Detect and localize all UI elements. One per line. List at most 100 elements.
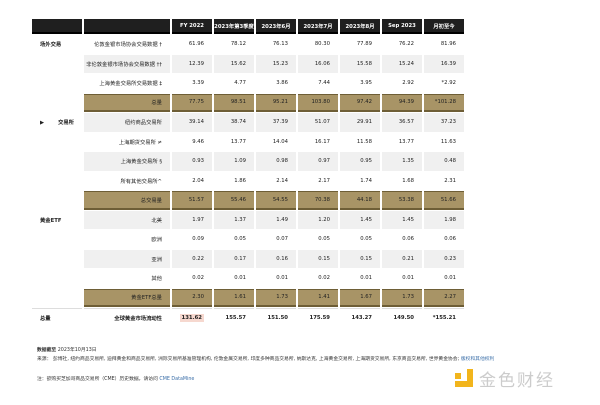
table-row: 所有其他交易所^ 2.04 1.86 2.14 2.17 1.74 1.68 2.31 xyxy=(32,171,464,190)
cell-value: 0.95 xyxy=(339,152,380,171)
cell-value: 12.39 xyxy=(171,54,212,73)
cell-value: 0.01 xyxy=(402,275,414,282)
cell-value: 103.80 xyxy=(297,93,338,112)
section-text: 交易所 xyxy=(58,120,74,127)
cell-value: *155.21 xyxy=(423,308,464,327)
cell-value: 78.12 xyxy=(230,41,246,48)
cell-value: 14.04 xyxy=(272,138,288,145)
expand-triangle-icon[interactable]: ▶ xyxy=(40,120,45,127)
row-label: 北美 xyxy=(83,210,170,229)
cell-value: 143.27 xyxy=(339,308,380,327)
cell-value: 1.73 xyxy=(381,288,422,307)
cell-value: 51.57 xyxy=(171,191,212,210)
sources: 来源： 彭博社, 纽约商品交易所, 迪拜黄金和商品交易所, 洲际交易所基准管理机… xyxy=(37,355,507,364)
row-label: 全球黄金市场流动性 xyxy=(83,308,170,327)
table-row: 其他 0.02 0.01 0.01 0.02 0.01 0.01 0.01 xyxy=(32,269,464,288)
cell-value: 95.21 xyxy=(255,93,296,112)
column-header: FY 2022 xyxy=(171,19,212,34)
table-row: 黄金ETF总量 2.30 1.61 1.73 1.41 1.67 1.73 2.27 xyxy=(32,288,464,307)
cell-value: 51.66 xyxy=(423,191,464,210)
cell-value: 0.01 xyxy=(360,275,372,282)
table-row: 亚洲 0.22 0.17 0.16 0.15 0.15 0.21 0.23 xyxy=(32,249,464,268)
row-label: 伦敦金银市场协会交易数据 † xyxy=(94,42,162,49)
cell-value: 0.93 xyxy=(171,152,212,171)
cell-value: 1.37 xyxy=(213,210,254,229)
column-header xyxy=(83,19,170,34)
row-label: 所有其他交易所^ xyxy=(120,178,162,185)
gold-liquidity-table: FY 2022 2023年第3季度 2023年6月 2023年7月 2023年8月 Sep… xyxy=(30,18,466,328)
table-row: 上海黄金交易所交易数据 ‡ 3.39 4.77 3.86 7.44 3.95 2.92 *2.… xyxy=(32,74,464,93)
cell-value: 1.49 xyxy=(255,210,296,229)
cell-value: 1.73 xyxy=(255,288,296,307)
cell-value: 7.44 xyxy=(318,80,330,87)
row-label: 上海黄金交易所 § xyxy=(83,152,170,171)
section-label: ▶ 交易所 xyxy=(32,113,82,132)
cell-value: 0.21 xyxy=(381,249,422,268)
cell-value: 77.89 xyxy=(356,41,372,48)
table-row: 场外交易 伦敦金银市场协会交易数据 † 61.96 78.12 76.13 80.30 77… xyxy=(32,35,464,54)
source-list: 彭博社, 纽约商品交易所, 迪拜黄金和商品交易所, 洲际交易所基准管理机构, 伦… xyxy=(52,357,460,362)
cell-value: 2.30 xyxy=(171,288,212,307)
section-label xyxy=(32,171,82,190)
cell-value: 37.39 xyxy=(255,113,296,132)
cell-value: 1.35 xyxy=(381,152,422,171)
cell-value: 0.01 xyxy=(276,275,288,282)
table-row: 上海黄金交易所 § 0.93 1.09 0.98 0.97 0.95 1.35 0.48 xyxy=(32,152,464,171)
column-header: Sep 2023 xyxy=(381,19,422,34)
cell-value: 2.31 xyxy=(444,177,456,184)
cell-value: 16.06 xyxy=(297,54,338,73)
date-label: 数据截至 xyxy=(37,348,57,353)
cell-value: 61.96 xyxy=(188,41,204,48)
table-row: 总量 77.75 98.51 95.21 103.80 97.42 94.39 *101.28 xyxy=(32,93,464,112)
cell-value: 80.30 xyxy=(314,41,330,48)
cell-value: *2.92 xyxy=(441,80,456,87)
row-label: 上海黄金交易所交易数据 ‡ xyxy=(99,81,162,88)
cell-value: 51.07 xyxy=(297,113,338,132)
row-label: 纽约商品交易所 xyxy=(83,113,170,132)
logo-mark-icon xyxy=(455,368,475,389)
row-label: 总量 xyxy=(83,93,170,112)
cell-value: 0.05 xyxy=(318,236,330,243)
cell-value: 37.23 xyxy=(423,113,464,132)
cell-value: 3.86 xyxy=(276,80,288,87)
cell-value: 3.39 xyxy=(192,80,204,87)
cell-value: 0.01 xyxy=(234,275,246,282)
cell-value: 70.38 xyxy=(297,191,338,210)
cell-value: 1.61 xyxy=(213,288,254,307)
cell-value: 151.50 xyxy=(255,308,296,327)
section-label xyxy=(32,269,82,288)
column-header: 2023年8月 xyxy=(339,19,380,34)
cell-value: 77.75 xyxy=(171,93,212,112)
row-label: 非伦敦金银市场协会交易数据 †† xyxy=(83,54,170,73)
section-label: 场外交易 xyxy=(32,35,82,54)
cell-value: 98.51 xyxy=(213,93,254,112)
column-header xyxy=(32,19,82,34)
cell-value: 0.17 xyxy=(213,249,254,268)
date-value: 2023年10月13日 xyxy=(57,348,97,353)
table-row: 非伦敦金银市场协会交易数据 †† 12.39 15.62 15.23 16.06 15.5… xyxy=(32,54,464,73)
column-header: 月初至今 xyxy=(423,19,464,34)
rights-link[interactable]: 版权和其他权利 xyxy=(460,357,495,362)
cell-value: 0.07 xyxy=(276,236,288,243)
cell-value: 0.15 xyxy=(297,249,338,268)
section-label xyxy=(32,230,82,249)
section-label xyxy=(32,54,82,73)
column-header: 2023年第3季度 xyxy=(213,19,254,34)
column-header: 2023年7月 xyxy=(297,19,338,34)
logo-text: 金色财经 xyxy=(479,371,555,391)
cell-value: 1.68 xyxy=(402,177,414,184)
section-label xyxy=(32,191,82,210)
note-text: 注：欲购买芝加哥商品交易所（CME）历史数据，请访问 xyxy=(37,377,158,382)
cell-value: 9.46 xyxy=(192,138,204,145)
watermark-logo: 金色财经 xyxy=(455,366,555,391)
cell-value: 4.77 xyxy=(234,80,246,87)
cme-datamine-link[interactable]: CME DataMine xyxy=(159,377,195,382)
section-label xyxy=(32,132,82,151)
cell-value: 1.98 xyxy=(423,210,464,229)
cell-value: 2.17 xyxy=(318,177,330,184)
cell-value: 1.45 xyxy=(381,210,422,229)
cell-value: 2.92 xyxy=(402,80,414,87)
data-date: 数据截至 2023年10月13日 xyxy=(37,346,97,353)
cell-value: 0.09 xyxy=(192,236,204,243)
cell-value: 54.55 xyxy=(255,191,296,210)
